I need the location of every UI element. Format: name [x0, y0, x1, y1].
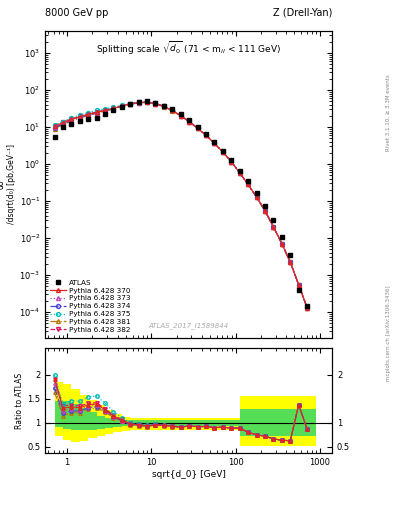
Legend: ATLAS, Pythia 6.428 370, Pythia 6.428 373, Pythia 6.428 374, Pythia 6.428 375, P: ATLAS, Pythia 6.428 370, Pythia 6.428 37… — [49, 278, 132, 334]
Text: Rivet 3.1.10, ≥ 3.3M events: Rivet 3.1.10, ≥ 3.3M events — [386, 74, 391, 151]
X-axis label: sqrt{d_0} [GeV]: sqrt{d_0} [GeV] — [152, 470, 226, 479]
Text: mcplots.cern.ch [arXiv:1306.3436]: mcplots.cern.ch [arXiv:1306.3436] — [386, 285, 391, 380]
Text: Z (Drell-Yan): Z (Drell-Yan) — [273, 8, 332, 18]
Text: ATLAS_2017_I1589844: ATLAS_2017_I1589844 — [149, 322, 229, 329]
Y-axis label: dσ
/dsqrt(d₀) [pb,GeV⁻¹]: dσ /dsqrt(d₀) [pb,GeV⁻¹] — [0, 144, 17, 224]
Text: Splitting scale $\sqrt{d_0}$ (71 < m$_{ll}$ < 111 GeV): Splitting scale $\sqrt{d_0}$ (71 < m$_{l… — [96, 40, 281, 57]
Text: 8000 GeV pp: 8000 GeV pp — [45, 8, 108, 18]
Y-axis label: Ratio to ATLAS: Ratio to ATLAS — [15, 373, 24, 429]
